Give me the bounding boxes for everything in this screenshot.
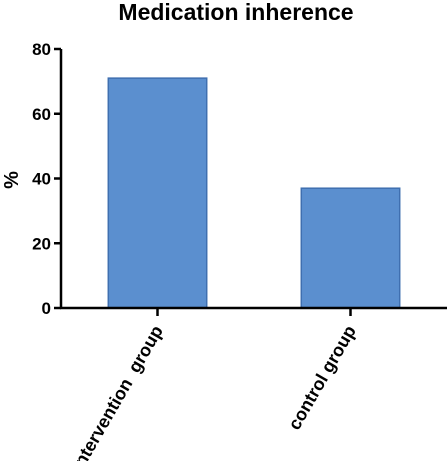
chart-title: Medication inherence: [118, 0, 353, 25]
y-axis-title: %: [1, 171, 23, 189]
bars: [107, 77, 401, 309]
x-category-label: intervention group: [68, 322, 167, 461]
y-tick-label: 0: [42, 299, 51, 318]
y-axis-ticks: 0 20 40 60 80: [32, 40, 61, 318]
x-category-label: control group: [284, 322, 360, 433]
y-tick-label: 20: [32, 234, 51, 253]
bar: [300, 187, 401, 309]
category-labels: intervention group control group: [68, 322, 360, 461]
bar: [107, 77, 208, 309]
y-tick-label: 80: [32, 40, 51, 59]
y-tick-label: 40: [32, 170, 51, 189]
y-tick-label: 60: [32, 105, 51, 124]
x-axis-ticks: [156, 308, 352, 316]
